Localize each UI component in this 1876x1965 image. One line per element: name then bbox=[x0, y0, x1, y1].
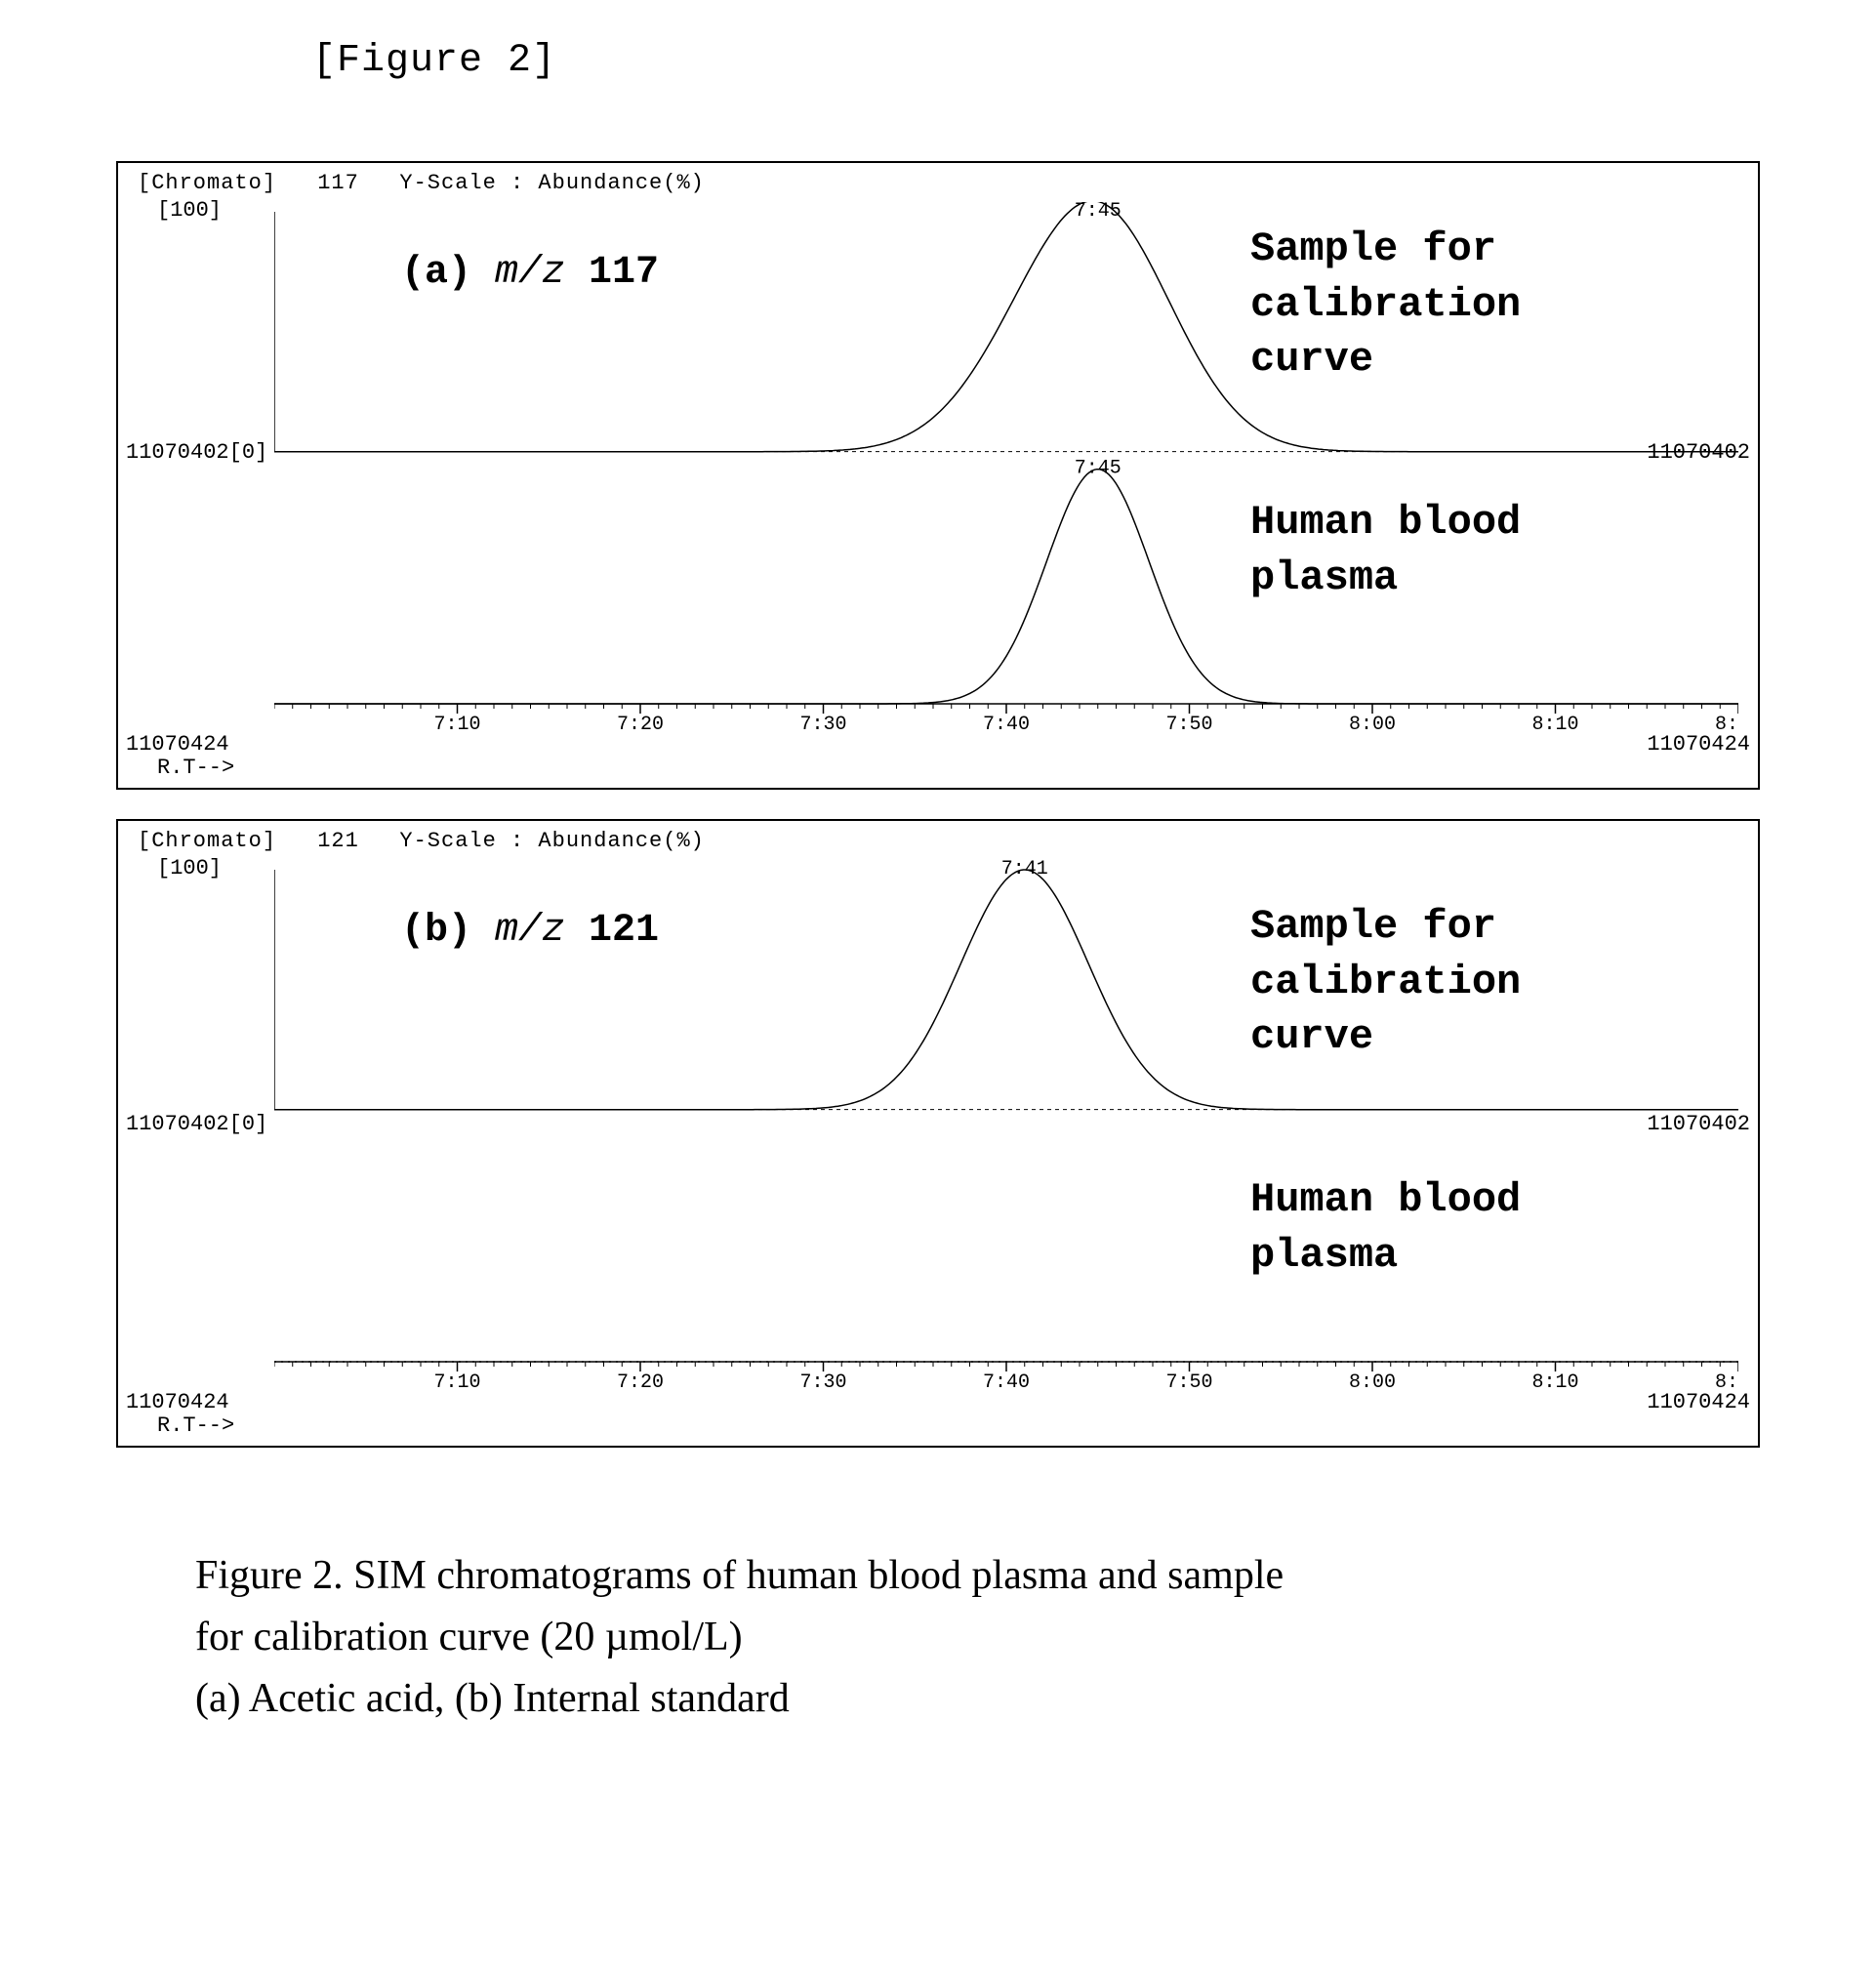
panel-a-lower-id-left: 11070424 bbox=[126, 732, 229, 757]
caption-line-2: for calibration curve (20 µmol/L) bbox=[195, 1607, 1679, 1668]
panel-b-rt-arrow: R.T--> bbox=[157, 1413, 234, 1438]
svg-text:7:10: 7:10 bbox=[433, 1371, 480, 1391]
svg-text:8:10: 8:10 bbox=[1531, 714, 1578, 733]
svg-text:7:10: 7:10 bbox=[433, 714, 480, 733]
panel-a-rt-arrow: R.T--> bbox=[157, 756, 234, 780]
caption-line-3: (a) Acetic acid, (b) Internal standard bbox=[195, 1668, 1679, 1730]
panel-a-header-scale: Y-Scale : Abundance(%) bbox=[399, 171, 704, 195]
panel-a-chromato-tag: [Chromato] bbox=[138, 171, 304, 195]
svg-text:7:41: 7:41 bbox=[1001, 860, 1048, 880]
svg-text:7:30: 7:30 bbox=[799, 714, 846, 733]
panel-a-lower-id-right: 11070424 bbox=[1647, 732, 1750, 757]
caption-line-1: Figure 2. SIM chromatograms of human blo… bbox=[195, 1545, 1679, 1607]
svg-text:7:50: 7:50 bbox=[1165, 1371, 1212, 1391]
panel-b-header-mz: 121 bbox=[317, 829, 386, 853]
panel-b-svg: 7:41 7:10 7:20 7:30 7:40 7:50 8:00 8:10 8:20 bbox=[274, 860, 1738, 1391]
panel-a-header-mz: 117 bbox=[317, 171, 386, 195]
panel-a-header: [Chromato] 117 Y-Scale : Abundance(%) bbox=[138, 171, 705, 195]
svg-text:8:20: 8:20 bbox=[1715, 1371, 1738, 1391]
svg-text:7:45: 7:45 bbox=[1075, 458, 1122, 480]
svg-text:8:00: 8:00 bbox=[1349, 714, 1396, 733]
panel-a-upper-id-left: 11070402[0] bbox=[126, 440, 267, 465]
svg-text:8:10: 8:10 bbox=[1531, 1371, 1578, 1391]
panel-b-y100: [100] bbox=[157, 856, 222, 880]
panel-b-plot: 7:41 7:10 7:20 7:30 7:40 7:50 8:00 8:10 8:20 bbox=[274, 860, 1738, 1391]
panel-a-plot: 7:45 7:45 7:10 7:20 7:30 7:40 7:50 8:00 8:10 8:20 bbox=[274, 202, 1738, 733]
svg-text:7:40: 7:40 bbox=[983, 1371, 1030, 1391]
svg-text:7:45: 7:45 bbox=[1075, 202, 1122, 223]
figure-caption: Figure 2. SIM chromatograms of human blo… bbox=[195, 1545, 1679, 1730]
panel-a-y100: [100] bbox=[157, 198, 222, 223]
panel-b-header-scale: Y-Scale : Abundance(%) bbox=[399, 829, 704, 853]
panel-a: [Chromato] 117 Y-Scale : Abundance(%) [1… bbox=[116, 161, 1760, 790]
svg-text:7:30: 7:30 bbox=[799, 1371, 846, 1391]
panel-b-upper-id-left: 11070402[0] bbox=[126, 1112, 267, 1136]
svg-text:7:40: 7:40 bbox=[983, 714, 1030, 733]
figure-bracket-label: [Figure 2] bbox=[312, 39, 1876, 83]
panel-b-lower-id-right: 11070424 bbox=[1647, 1390, 1750, 1414]
panel-b-chromato-tag: [Chromato] bbox=[138, 829, 304, 853]
panel-b: [Chromato] 121 Y-Scale : Abundance(%) [1… bbox=[116, 819, 1760, 1448]
page: [Figure 2] [Chromato] 117 Y-Scale : Abun… bbox=[0, 0, 1876, 1827]
svg-text:7:20: 7:20 bbox=[617, 1371, 664, 1391]
svg-text:7:20: 7:20 bbox=[617, 714, 664, 733]
svg-text:8:00: 8:00 bbox=[1349, 1371, 1396, 1391]
svg-text:8:20: 8:20 bbox=[1715, 714, 1738, 733]
panel-a-svg: 7:45 7:45 7:10 7:20 7:30 7:40 7:50 8:00 8:10 8:20 bbox=[274, 202, 1738, 733]
panel-b-header: [Chromato] 121 Y-Scale : Abundance(%) bbox=[138, 829, 705, 853]
svg-text:7:50: 7:50 bbox=[1165, 714, 1212, 733]
panel-b-lower-id-left: 11070424 bbox=[126, 1390, 229, 1414]
